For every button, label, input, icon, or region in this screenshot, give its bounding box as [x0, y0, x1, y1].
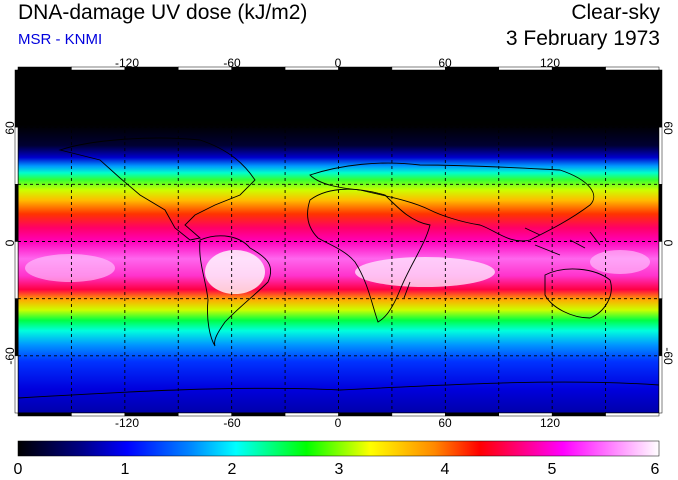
lat-label-left: 60	[3, 121, 17, 135]
frame-tick	[658, 69, 663, 128]
uv-peak-region	[590, 250, 650, 274]
colorbar-tick-label: 6	[651, 461, 660, 478]
uv-peak-region	[205, 250, 265, 294]
frame-tick	[658, 184, 663, 242]
source-label: MSR - KNMI	[18, 31, 103, 48]
uv-peak-region	[25, 254, 115, 282]
frame-tick	[14, 184, 19, 242]
frame-tick	[338, 66, 393, 71]
lon-label-bottom: -120	[115, 416, 139, 430]
coastline-australia	[544, 268, 612, 319]
coastline-north-america	[58, 137, 256, 241]
frame-tick	[14, 126, 19, 185]
frame-tick	[551, 412, 606, 417]
colorbar-tick-label: 1	[121, 461, 130, 478]
lon-label-bottom: 60	[438, 416, 452, 430]
coastline-south-america	[199, 235, 272, 347]
colorbar-tick-label: 5	[548, 461, 557, 478]
coastline-eurasia	[309, 162, 595, 242]
colorbar-tick-label: 4	[441, 461, 450, 478]
frame-tick	[445, 412, 500, 417]
date-label: 3 February 1973	[505, 27, 660, 50]
lon-label-top: -60	[223, 56, 241, 70]
frame-tick	[338, 412, 393, 417]
frame-tick	[284, 66, 339, 71]
lon-label-top: 120	[540, 56, 560, 70]
frame-tick	[658, 126, 663, 185]
frame-tick	[391, 412, 446, 417]
coastline-madagascar	[403, 281, 411, 299]
frame-tick	[14, 241, 19, 299]
frame-tick	[658, 241, 663, 299]
map-title: DNA-damage UV dose (kJ/m2)	[18, 1, 308, 24]
lat-label-left: -60	[3, 347, 17, 365]
lon-label-top: -120	[115, 56, 139, 70]
frame-tick	[605, 412, 660, 417]
frame-tick	[17, 412, 72, 417]
frame-tick	[605, 66, 660, 71]
lat-label-left: 0	[3, 239, 17, 246]
uv-peak-region	[355, 257, 495, 287]
frame-tick	[284, 412, 339, 417]
lon-label-bottom: 0	[335, 416, 342, 430]
lon-label-bottom: 120	[540, 416, 560, 430]
lon-label-bottom: -60	[223, 416, 241, 430]
frame-tick	[445, 66, 500, 71]
graticule	[18, 70, 659, 413]
lat-label-right: -60	[661, 347, 675, 365]
frame-tick	[14, 298, 19, 357]
frame-tick	[17, 66, 72, 71]
frame-ticks	[14, 66, 663, 417]
lon-label-top: 60	[438, 56, 452, 70]
frame-tick	[391, 66, 446, 71]
lon-label-top: 0	[335, 56, 342, 70]
frame-tick	[551, 66, 606, 71]
lat-label-right: 60	[661, 121, 675, 135]
frame-tick	[14, 355, 19, 414]
sky-condition-label: Clear-sky	[571, 1, 660, 24]
coastline-antarctica	[18, 381, 659, 399]
frame-tick	[658, 355, 663, 414]
colorbar-tick-label: 0	[14, 461, 23, 478]
colorbar	[17, 440, 660, 457]
lat-label-right: 0	[661, 240, 675, 247]
coastline-maritime-asia	[524, 227, 601, 256]
colorbar-tick-label: 2	[228, 461, 237, 478]
colorbar-tick-label: 3	[335, 461, 344, 478]
frame-tick	[14, 69, 19, 128]
